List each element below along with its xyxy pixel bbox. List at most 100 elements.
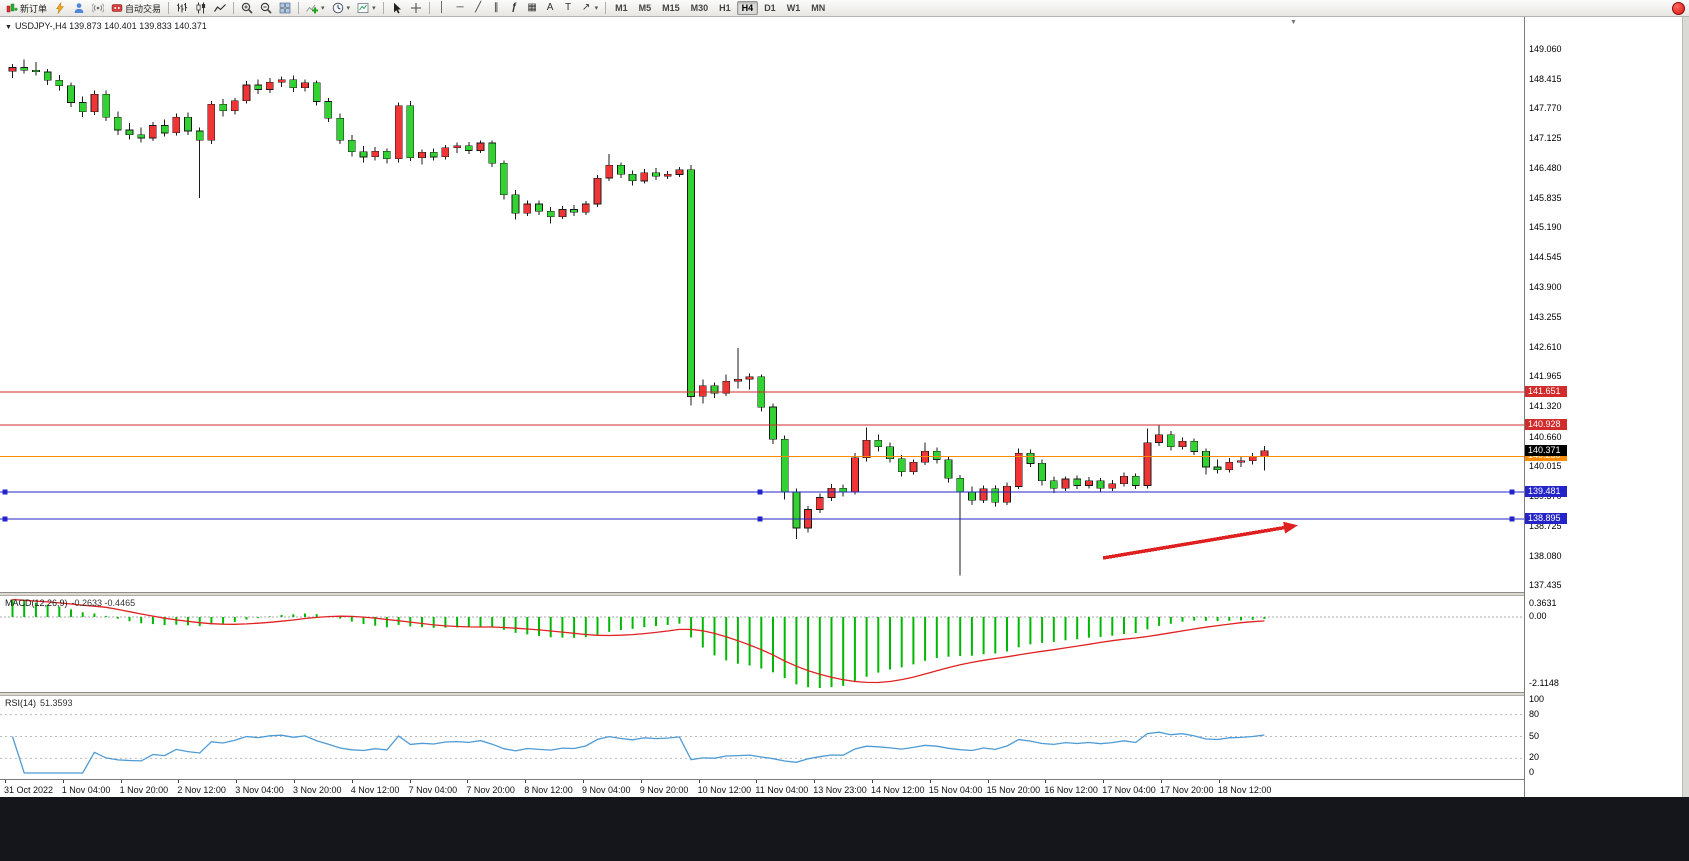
- time-axis-label: 11 Nov 04:00: [755, 785, 809, 795]
- time-axis-tick: [236, 780, 238, 783]
- time-axis-label: 10 Nov 12:00: [697, 785, 752, 795]
- horizontal-line-button[interactable]: ─: [452, 1, 469, 16]
- grid-icon: ▦: [527, 2, 537, 13]
- toolbar-separator: [428, 2, 430, 14]
- price-axis-label: 138.725: [1529, 521, 1562, 531]
- arrows-dropdown[interactable]: ↗ ▾: [578, 1, 602, 16]
- rsi-value: 51.3593: [40, 698, 73, 708]
- tile-windows-button[interactable]: [276, 1, 294, 16]
- macd-axis-label: -2.1148: [1529, 678, 1559, 688]
- price-axis-label: 143.255: [1529, 312, 1562, 322]
- time-axis-label: 8 Nov 12:00: [524, 785, 573, 795]
- price-axis-label: 137.435: [1529, 580, 1562, 590]
- time-axis-tick: [698, 780, 700, 783]
- timeframe-w1[interactable]: W1: [782, 1, 806, 15]
- signals-button[interactable]: [89, 1, 107, 16]
- time-axis-label: 15 Nov 20:00: [986, 785, 1041, 795]
- scrollbar[interactable]: [1682, 17, 1689, 797]
- bar-chart-icon: [177, 3, 188, 13]
- timeframe-h4[interactable]: H4: [736, 1, 759, 15]
- time-axis-tick: [525, 780, 527, 783]
- time-axis-label: 2 Nov 12:00: [177, 785, 226, 795]
- timeframe-m5[interactable]: M5: [634, 1, 657, 15]
- time-axis-label: 15 Nov 04:00: [928, 785, 983, 795]
- time-axis-tick: [294, 780, 295, 783]
- profile-button[interactable]: [70, 1, 88, 16]
- timeframe-m1[interactable]: M1: [610, 1, 633, 15]
- tile-windows-icon: [279, 2, 291, 14]
- price-axis-label: 141.320: [1529, 401, 1562, 411]
- rsi-axis-label: 100: [1529, 694, 1545, 704]
- time-axis-label: 7 Nov 04:00: [408, 785, 458, 795]
- timeframe-mn[interactable]: MN: [806, 1, 830, 15]
- panel-splitter[interactable]: [0, 692, 1682, 696]
- timeframe-h1[interactable]: H1: [714, 1, 736, 15]
- price-axis-label: 143.900: [1529, 282, 1562, 292]
- macd-axis-label: 0.3631: [1529, 598, 1557, 608]
- indicators-dropdown[interactable]: ▾: [303, 1, 328, 16]
- price-axis-label: 144.545: [1529, 252, 1562, 262]
- vertical-line-button[interactable]: │: [434, 1, 451, 16]
- time-axis-tick: [5, 780, 6, 783]
- timeframe-m30[interactable]: M30: [686, 1, 714, 15]
- toolbar-separator: [233, 2, 235, 14]
- horizontal-line-icon: ─: [456, 2, 464, 13]
- quick-trade-button[interactable]: [51, 1, 69, 16]
- time-axis-tick: [814, 780, 816, 783]
- chart-title: ▼ USDJPY-,H4 139.873 140.401 139.833 140.…: [5, 21, 207, 31]
- candlestick-chart[interactable]: [0, 18, 1524, 592]
- autotrading-button[interactable]: 自动交易: [108, 1, 164, 16]
- line-price-badge: 140.928: [1525, 419, 1567, 430]
- timeframe-d1[interactable]: D1: [759, 1, 781, 15]
- zoom-out-button[interactable]: [257, 1, 275, 16]
- time-axis-label: 14 Nov 12:00: [871, 785, 925, 795]
- time-axis-label: 1 Nov 04:00: [61, 785, 111, 795]
- candlestick-chart-button[interactable]: [192, 1, 210, 16]
- alert-icon[interactable]: [1672, 2, 1685, 15]
- new-order-icon: [6, 3, 18, 13]
- time-axis: 31 Oct 2022 1 Nov 04:00 1 Nov 20:00 2 Nov 1…: [0, 779, 1524, 797]
- panel-splitter[interactable]: [0, 592, 1682, 596]
- one-click-trading-toggle[interactable]: ▼: [5, 24, 12, 31]
- templates-dropdown[interactable]: ▾: [354, 1, 379, 16]
- macd-axis-label: 0.00: [1529, 611, 1547, 621]
- crosshair-icon: [410, 3, 421, 13]
- time-axis-tick: [62, 780, 64, 783]
- text-button[interactable]: A: [542, 1, 559, 16]
- arrow-object-icon: ↗: [581, 2, 591, 13]
- label-button[interactable]: T: [560, 1, 577, 16]
- trendline-button[interactable]: ╱: [470, 1, 487, 16]
- bar-chart-button[interactable]: [173, 1, 191, 16]
- price-axis-label: 138.080: [1529, 551, 1562, 561]
- timeframe-toolbar: M1 M5 M15 M30 H1 H4 D1 W1 MN: [610, 1, 830, 15]
- timeframe-m15[interactable]: M15: [657, 1, 685, 15]
- price-axis-label: 142.610: [1529, 342, 1562, 352]
- new-order-button[interactable]: 新订单: [3, 1, 50, 16]
- macd-panel[interactable]: [0, 596, 1524, 692]
- channel-button[interactable]: ∥: [488, 1, 505, 16]
- toolbar-separator: [605, 2, 607, 14]
- bid-price-badge: 140.371: [1525, 445, 1567, 456]
- zoom-in-button[interactable]: [238, 1, 256, 16]
- time-axis-tick: [640, 780, 642, 783]
- rsi-axis-label: 50: [1529, 731, 1540, 741]
- rsi-panel[interactable]: [0, 696, 1524, 779]
- chart-shift-marker[interactable]: ▼: [1290, 19, 1297, 26]
- grid-button[interactable]: ▦: [524, 1, 541, 16]
- time-axis-label: 17 Nov 20:00: [1160, 785, 1214, 795]
- crosshair-button[interactable]: [407, 1, 425, 16]
- line-price-badge: 139.481: [1525, 486, 1567, 497]
- cursor-icon: [393, 2, 401, 14]
- time-axis-label: 9 Nov 20:00: [639, 785, 689, 795]
- chevron-down-icon: ▾: [594, 5, 599, 12]
- time-axis-tick: [583, 780, 584, 783]
- line-price-badge: 138.895: [1525, 513, 1567, 524]
- line-chart-button[interactable]: [211, 1, 229, 16]
- time-axis-label: 17 Nov 04:00: [1102, 785, 1156, 795]
- periods-dropdown[interactable]: ▾: [329, 1, 354, 16]
- fibonacci-button[interactable]: ƒ: [506, 1, 523, 16]
- rsi-axis-label: 20: [1529, 752, 1540, 762]
- cursor-button[interactable]: [388, 1, 406, 16]
- zoom-out-icon: [260, 2, 272, 14]
